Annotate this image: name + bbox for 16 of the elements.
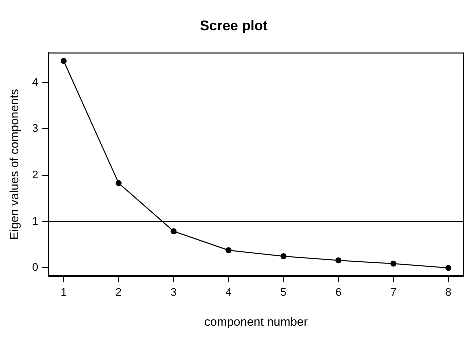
x-tick-label: 6 <box>336 287 342 300</box>
x-axis-title: component number <box>204 315 308 330</box>
y-tick-label: 3 <box>32 123 39 136</box>
x-tick-label: 8 <box>446 287 452 300</box>
x-tick-label: 5 <box>280 287 287 300</box>
chart-title: Scree plot <box>200 17 268 34</box>
y-axis-title: Eigen values of components <box>8 89 22 240</box>
x-tick-label: 1 <box>60 287 67 300</box>
x-tick-label: 2 <box>116 287 122 300</box>
y-tick-label: 0 <box>32 262 39 274</box>
y-tick-label: 1 <box>32 216 39 228</box>
y-tick-label: 4 <box>32 76 39 89</box>
x-tick-label: 7 <box>390 287 397 300</box>
x-tick-label: 4 <box>226 287 232 300</box>
x-tick-label: 3 <box>170 287 177 300</box>
y-tick-label: 2 <box>32 170 39 182</box>
